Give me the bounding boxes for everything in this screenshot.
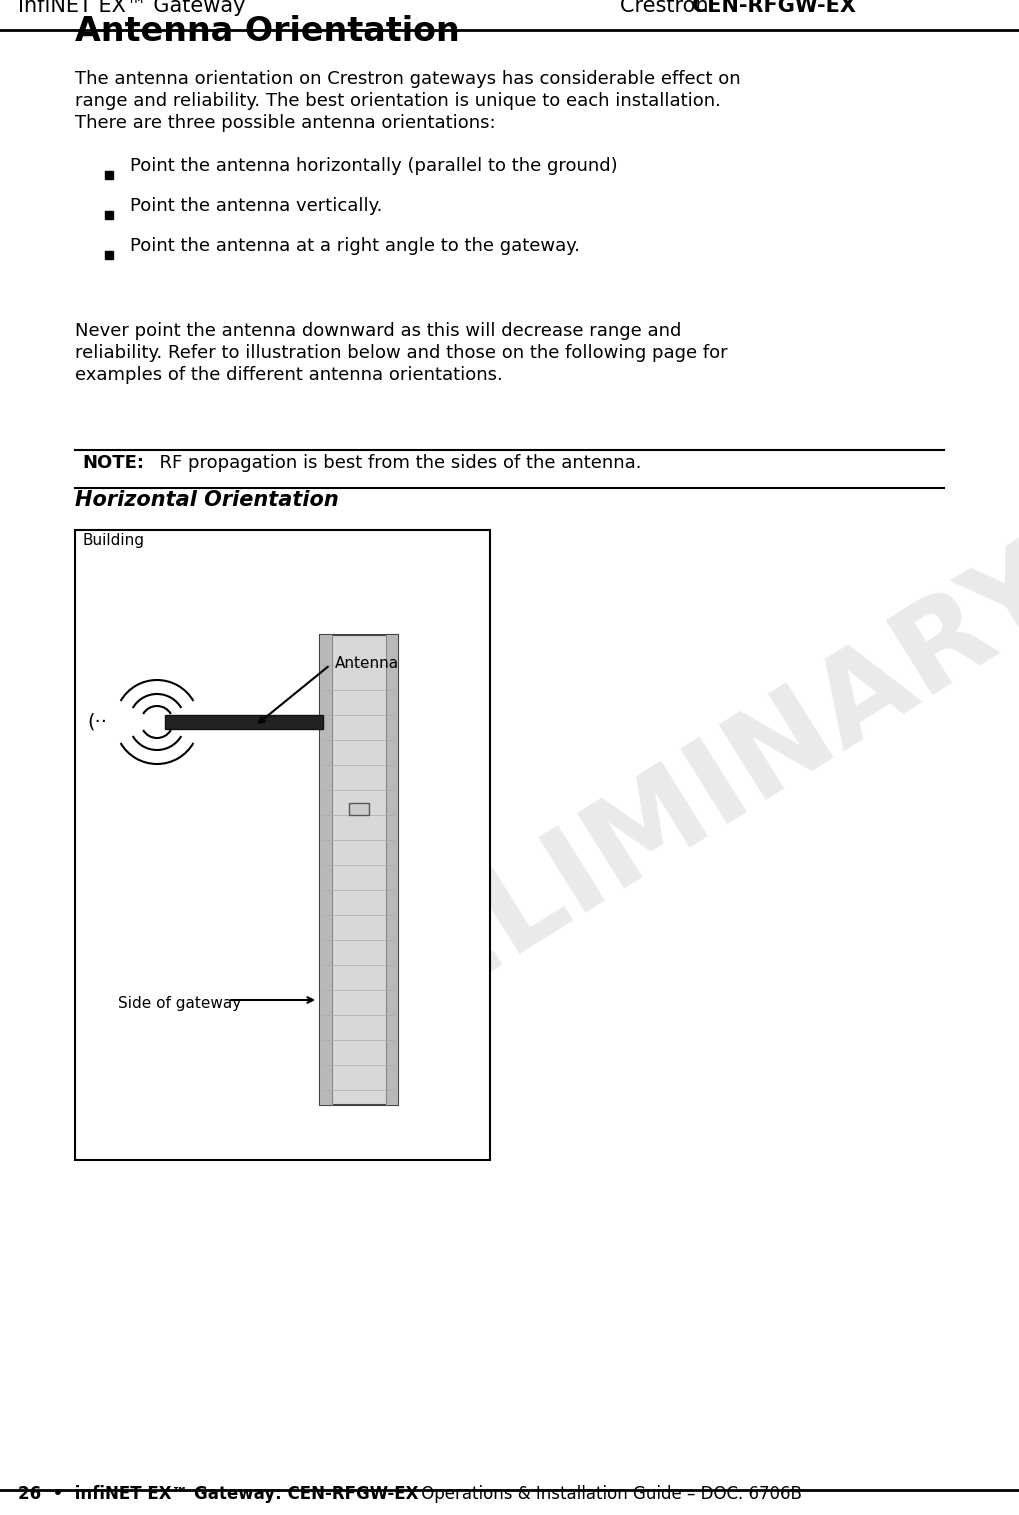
Text: Antenna Orientation: Antenna Orientation [75, 15, 460, 48]
Text: Horizontal Orientation: Horizontal Orientation [75, 489, 338, 511]
Bar [105, 171, 113, 179]
Text: (··: (·· [87, 712, 107, 732]
Text: There are three possible antenna orientations:: There are three possible antenna orienta… [75, 114, 495, 132]
Bar [105, 211, 113, 220]
Text: PRELIMINARY: PRELIMINARY [234, 524, 1019, 1117]
Bar [105, 251, 113, 259]
Bar [165, 715, 323, 729]
Text: Operations & Installation Guide – DOC. 6706B: Operations & Installation Guide – DOC. 6… [395, 1485, 802, 1503]
Text: The antenna orientation on Crestron gateways has considerable effect on: The antenna orientation on Crestron gate… [75, 70, 741, 88]
Text: Antenna: Antenna [335, 656, 399, 671]
Text: 26  •  infiNET EX™ Gateway: CEN-RFGW-EX: 26 • infiNET EX™ Gateway: CEN-RFGW-EX [18, 1485, 419, 1503]
Text: Side of gateway: Side of gateway [118, 995, 242, 1011]
Text: CEN-RFGW-EX: CEN-RFGW-EX [692, 0, 856, 17]
Text: examples of the different antenna orientations.: examples of the different antenna orient… [75, 367, 502, 383]
Text: reliability. Refer to illustration below and those on the following page for: reliability. Refer to illustration below… [75, 344, 728, 362]
Bar [320, 635, 332, 1104]
Text: Point the antenna vertically.: Point the antenna vertically. [130, 197, 382, 215]
Bar [386, 635, 398, 1104]
Text: InfiNET EX™ Gateway: InfiNET EX™ Gateway [18, 0, 246, 17]
Text: Point the antenna at a right angle to the gateway.: Point the antenna at a right angle to th… [130, 236, 580, 255]
Bar [320, 635, 398, 1104]
Text: RF propagation is best from the sides of the antenna.: RF propagation is best from the sides of… [148, 454, 642, 473]
Text: Building: Building [83, 533, 145, 548]
Text: Point the antenna horizontally (parallel to the ground): Point the antenna horizontally (parallel… [130, 158, 618, 176]
Text: NOTE:: NOTE: [82, 454, 144, 473]
Text: range and reliability. The best orientation is unique to each installation.: range and reliability. The best orientat… [75, 92, 720, 111]
Text: Crestron: Crestron [620, 0, 715, 17]
Bar [75, 530, 490, 1160]
Text: Never point the antenna downward as this will decrease range and: Never point the antenna downward as this… [75, 323, 682, 339]
Bar [348, 803, 369, 815]
